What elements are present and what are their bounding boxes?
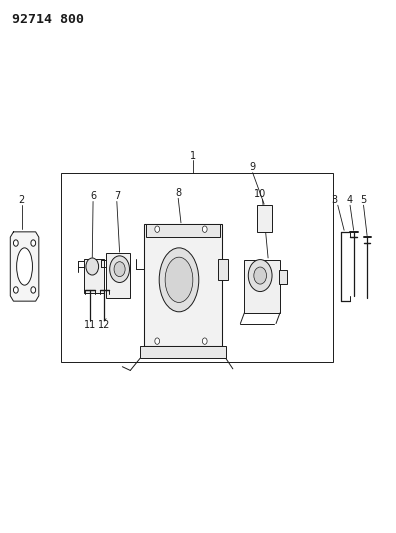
Circle shape: [86, 258, 99, 275]
Circle shape: [110, 256, 129, 282]
Text: 1: 1: [190, 151, 196, 161]
FancyBboxPatch shape: [106, 253, 130, 298]
Text: 9: 9: [249, 163, 256, 172]
Text: 8: 8: [175, 188, 181, 198]
Ellipse shape: [159, 248, 199, 312]
Text: 92714 800: 92714 800: [12, 13, 84, 26]
Bar: [61, 173, 333, 362]
Text: 10: 10: [255, 189, 267, 199]
FancyBboxPatch shape: [244, 260, 280, 313]
FancyBboxPatch shape: [84, 259, 104, 293]
Bar: [279, 270, 287, 284]
Text: 12: 12: [98, 320, 110, 330]
Circle shape: [31, 240, 36, 246]
Bar: [146, 224, 220, 237]
Text: 6: 6: [90, 191, 96, 201]
Bar: [140, 346, 226, 358]
Circle shape: [13, 287, 18, 293]
Text: 11: 11: [84, 320, 96, 330]
Circle shape: [155, 338, 160, 344]
Circle shape: [114, 262, 125, 277]
Circle shape: [155, 226, 160, 232]
Circle shape: [248, 260, 272, 292]
Text: 3: 3: [331, 195, 338, 205]
Ellipse shape: [165, 257, 193, 303]
Text: 5: 5: [360, 195, 367, 205]
Text: 4: 4: [347, 195, 353, 205]
Text: 7: 7: [114, 191, 120, 201]
Circle shape: [254, 267, 267, 284]
Circle shape: [13, 240, 18, 246]
Circle shape: [31, 287, 36, 293]
Circle shape: [202, 338, 207, 344]
Circle shape: [202, 226, 207, 232]
Bar: [144, 224, 222, 346]
Bar: [218, 259, 228, 280]
Ellipse shape: [17, 248, 32, 285]
Polygon shape: [10, 232, 39, 301]
Bar: [257, 205, 272, 232]
Text: 2: 2: [19, 195, 25, 205]
